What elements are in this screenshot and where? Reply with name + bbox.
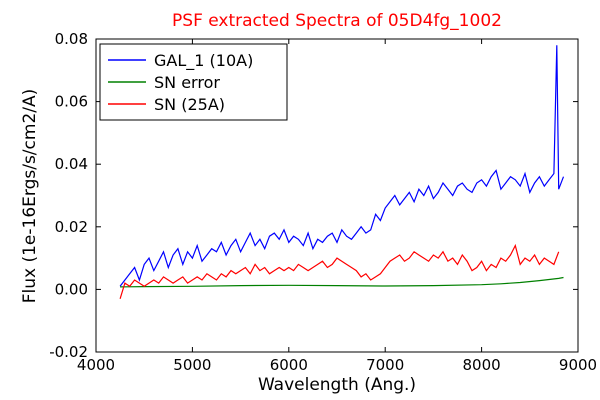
y-tick-label: -0.02 — [49, 343, 88, 361]
series-line-2 — [119, 243, 560, 299]
legend-label-2: SN (25A) — [154, 95, 225, 114]
plot-frame — [95, 38, 579, 353]
legend-label-1: SN error — [154, 73, 220, 92]
x-tick-label: 9000 — [559, 356, 597, 374]
x-axis: 4000 5000 6000 7000 8000 9000 — [77, 39, 597, 374]
y-tick-label: 0.08 — [55, 30, 88, 48]
y-tick-label: 0.06 — [55, 93, 88, 111]
x-tick-label: 7000 — [366, 356, 404, 374]
x-tick-label: 5000 — [173, 356, 211, 374]
y-axis-label: Flux (1e-16Ergs/s/cm2/A) — [20, 89, 40, 304]
x-tick-label: 4000 — [77, 356, 115, 374]
y-axis: -0.02 0.00 0.02 0.04 0.06 0.08 — [49, 30, 578, 361]
legend: GAL_1 (10A) SN error SN (25A) — [99, 43, 288, 121]
y-tick-label: 0.04 — [55, 155, 88, 173]
x-tick-label: 6000 — [270, 356, 308, 374]
x-tick-label: 8000 — [463, 356, 501, 374]
chart-title: PSF extracted Spectra of 05D4fg_1002 — [172, 11, 502, 31]
y-tick-label: 0.00 — [55, 280, 88, 298]
legend-label-0: GAL_1 (10A) — [154, 51, 253, 71]
plot-area — [95, 38, 579, 353]
x-axis-label: Wavelength (Ang.) — [258, 375, 416, 395]
series-line-1 — [120, 276, 564, 288]
series-line-0 — [119, 45, 565, 287]
y-tick-label: 0.02 — [55, 218, 88, 236]
